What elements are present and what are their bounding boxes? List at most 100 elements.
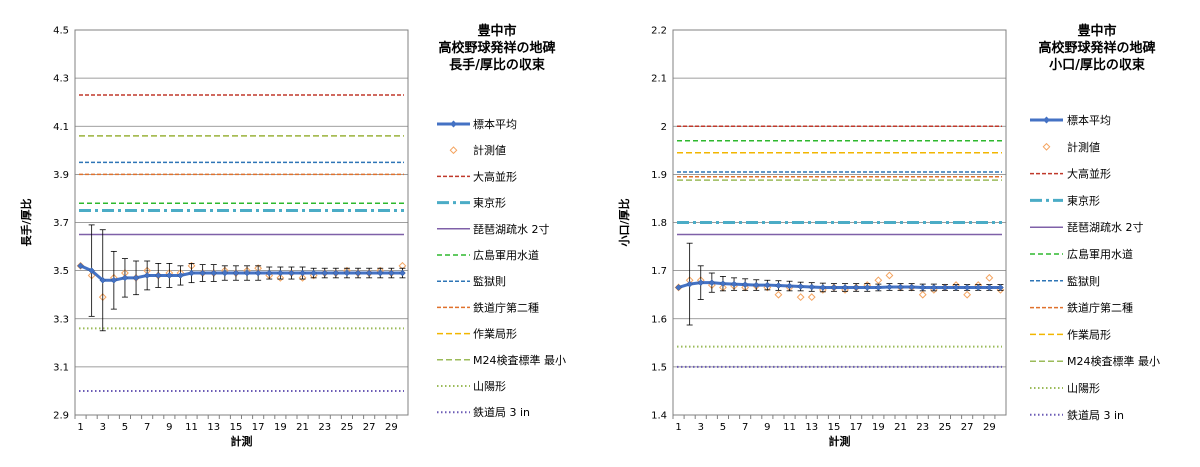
x-tick-label: 19 (872, 422, 885, 433)
mean-point (974, 284, 982, 291)
legend-label: 鉄道庁第二種 (473, 300, 539, 314)
mean-point (852, 284, 860, 291)
mean-point (276, 269, 284, 277)
mean-point (841, 284, 849, 291)
legend-label: 東京形 (473, 196, 506, 210)
x-tick-label: 15 (230, 422, 243, 433)
y-axis-title: 長手/厚比 (19, 198, 33, 246)
y-tick-label: 2 (661, 122, 667, 133)
mean-point (310, 269, 318, 277)
legend-label: 監獄則 (1067, 274, 1100, 288)
legend-label: 広島軍用水道 (473, 248, 539, 262)
mean-point (997, 284, 1004, 291)
x-tick-label: 17 (252, 422, 265, 433)
mean-point (288, 269, 295, 277)
y-tick-label: 4.3 (53, 74, 69, 85)
x-tick-label: 3 (100, 422, 106, 433)
chart-title-line: 豊中市 (1077, 23, 1116, 39)
measured-point (276, 273, 285, 282)
legend-label: M24検査標準 最小 (1067, 354, 1160, 368)
y-tick-label: 3.1 (53, 362, 69, 373)
measured-point (985, 273, 994, 282)
mean-point (741, 281, 749, 288)
mean-point (110, 276, 118, 284)
x-tick-label: 27 (363, 422, 376, 433)
x-tick-label: 9 (764, 422, 770, 433)
mean-point (88, 267, 96, 274)
mean-point (985, 284, 993, 291)
legend-label: 標本平均 (1067, 113, 1111, 127)
x-tick-label: 11 (783, 422, 796, 433)
mean-point (143, 272, 151, 279)
x-tick-label: 13 (805, 422, 818, 433)
mean-point (930, 284, 938, 291)
x-tick-label: 1 (77, 422, 83, 433)
mean-point (177, 272, 184, 279)
mean-point (332, 269, 340, 277)
legend-label: 計測値 (473, 143, 506, 157)
legend-label: 東京形 (1067, 193, 1100, 207)
x-tick-label: 25 (939, 422, 952, 433)
mean-point (863, 284, 871, 291)
mean-point (387, 269, 395, 277)
legend-label: 広島軍用水道 (1067, 247, 1133, 261)
y-tick-label: 3.7 (53, 218, 69, 229)
y-tick-label: 2.9 (53, 411, 69, 422)
x-tick-label: 5 (720, 422, 726, 433)
x-tick-label: 23 (318, 422, 331, 433)
mean-point (808, 283, 816, 291)
y-tick-label: 1.4 (651, 411, 667, 422)
legend-label: 大高並形 (473, 169, 517, 183)
x-axis-title: 計測 (829, 434, 851, 448)
chart-1: 2.93.13.33.53.73.94.14.34.51 3 5 7 9 11 13 15 17… (19, 23, 566, 448)
mean-point (254, 269, 262, 277)
chart-title-line: 高校野球発祥の地碑 (438, 40, 555, 56)
mean-point (775, 282, 782, 289)
mean-point (343, 269, 351, 277)
mean-point (886, 283, 893, 291)
mean-point (221, 269, 229, 277)
mean-point (210, 269, 218, 277)
legend-label: 鉄道庁第二種 (1067, 301, 1133, 315)
y-tick-label: 2.1 (651, 74, 667, 85)
mean-point (321, 269, 329, 277)
measured-point (963, 290, 972, 299)
legend-marker (1042, 142, 1051, 151)
x-tick-label: 27 (961, 422, 974, 433)
y-tick-label: 1.8 (651, 218, 667, 229)
mean-point (830, 284, 838, 291)
mean-point (165, 272, 173, 279)
measured-point (796, 293, 805, 302)
x-axis-title: 計測 (231, 434, 253, 448)
mean-point (763, 281, 771, 289)
legend-marker (1043, 116, 1050, 124)
x-tick-label: 13 (207, 422, 220, 433)
x-tick-label: 19 (274, 422, 287, 433)
x-tick-label: 5 (122, 422, 128, 433)
legend-label: 大高並形 (1067, 167, 1111, 181)
mean-point (819, 284, 827, 291)
x-tick-label: 3 (698, 422, 704, 433)
mean-point (730, 280, 738, 288)
x-tick-label: 15 (828, 422, 841, 433)
chart-title-line: 高校野球発祥の地碑 (1038, 40, 1155, 56)
mean-point (941, 284, 949, 291)
x-tick-label: 29 (385, 422, 398, 433)
y-tick-label: 2.2 (651, 26, 667, 37)
measured-point (298, 273, 307, 282)
legend-marker (449, 146, 458, 155)
legend-label: 琵琶湖疏水 2寸 (1067, 220, 1144, 234)
x-tick-label: 21 (894, 422, 907, 433)
mean-point (719, 280, 727, 287)
mean-point (786, 282, 793, 290)
measured-point (874, 276, 883, 285)
x-tick-label: 17 (850, 422, 863, 433)
mean-point (675, 284, 682, 291)
mean-point (376, 269, 384, 277)
x-tick-label: 29 (983, 422, 996, 433)
legend-label: 鉄道局 3 in (473, 405, 530, 419)
chart-2: 1.41.51.61.71.81.922.12.21 3 5 7 9 11 13 15 17 19… (617, 23, 1160, 448)
chart-title-line: 小口/厚比の収束 (1049, 57, 1146, 73)
y-tick-label: 1.9 (651, 170, 667, 181)
